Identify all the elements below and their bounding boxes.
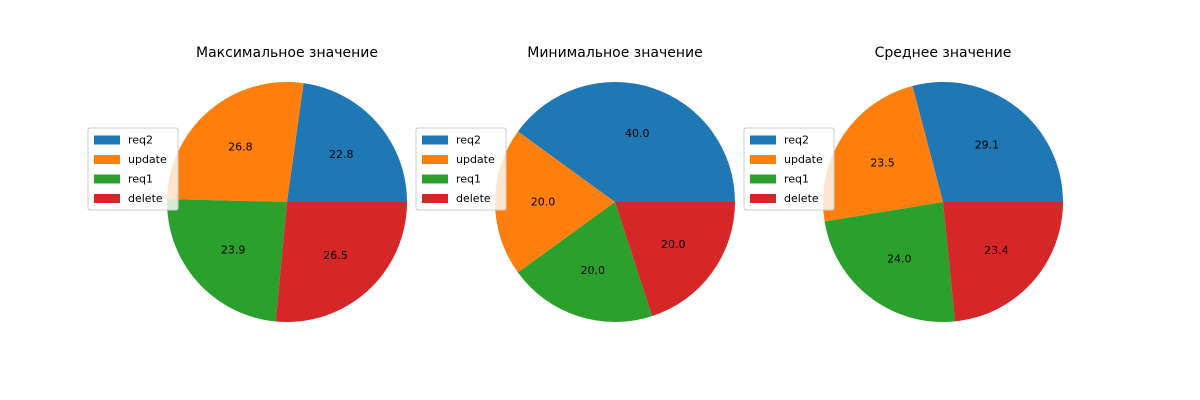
pie-slice-update (823, 85, 943, 222)
legend: req2 update req1 delete (87, 127, 179, 211)
legend-swatch-delete (422, 194, 448, 203)
legend-swatch-delete (750, 194, 776, 203)
legend-swatch-update (94, 155, 120, 164)
legend-swatch-req1 (422, 174, 448, 184)
legend-swatch-req1 (94, 174, 120, 184)
legend-swatch-req1 (750, 174, 776, 184)
pie-slice-req1 (517, 202, 653, 323)
slice-value-label-delete: 23.4 (984, 244, 1009, 257)
slice-value-label-update: 23.5 (870, 156, 895, 169)
legend-swatch-update (750, 155, 776, 164)
slice-value-label-req1: 24.0 (887, 253, 912, 266)
pie-slice-delete (615, 202, 735, 317)
pie-slice-req1 (824, 202, 956, 322)
slice-value-label-req2: 22.8 (329, 148, 354, 161)
legend-box (87, 127, 179, 211)
chart-title: Максимальное значение (196, 45, 378, 61)
pie-chart-average: Среднее значение 29.1 23.5 24.0 23.4 req2 up… (743, 45, 1063, 322)
pie-slices (167, 81, 407, 323)
slice-value-label-req1: 23.9 (221, 243, 246, 256)
legend-box (743, 127, 835, 211)
legend-swatch-req2 (750, 135, 776, 145)
chart-title: Среднее значение (875, 45, 1012, 61)
pie-slice-update (167, 81, 304, 202)
legend-label-update: update (128, 153, 167, 166)
legend: req2 update req1 delete (743, 127, 835, 211)
pie-slice-req2 (517, 82, 735, 202)
legend-swatch-delete (94, 194, 120, 203)
legend-label-update: update (456, 153, 495, 166)
legend-label-update: update (784, 153, 823, 166)
legend-label-req2: req2 (456, 134, 481, 147)
legend-label-req1: req1 (128, 173, 153, 186)
slice-value-label-update: 26.8 (228, 141, 253, 154)
slice-value-label-delete: 20.0 (661, 238, 686, 251)
legend-label-req2: req2 (128, 134, 153, 147)
legend-swatch-req2 (422, 135, 448, 145)
legend-box (415, 127, 507, 211)
pie-chart-maximum: Максимальное значение 22.8 26.8 23.9 26.5 r… (87, 45, 407, 323)
pie-slice-req1 (167, 198, 287, 322)
slice-value-label-req2: 40.0 (625, 127, 650, 140)
pie-value-labels: 22.8 26.8 23.9 26.5 (221, 141, 354, 262)
pie-chart-minimum: Минимальное значение 40.0 20.0 20.0 20.0 re… (415, 45, 735, 323)
legend-label-req2: req2 (784, 134, 809, 147)
pie-slices (823, 82, 1063, 322)
pie-slices (495, 82, 735, 323)
chart-title: Минимальное значение (527, 45, 702, 61)
pie-slice-delete (275, 202, 407, 323)
slice-value-label-req1: 20.0 (581, 264, 606, 277)
pie-slice-update (495, 131, 615, 273)
pie-slice-req2 (912, 82, 1063, 202)
pie-slice-delete (943, 202, 1063, 322)
legend-label-delete: delete (128, 192, 163, 205)
pie-value-labels: 40.0 20.0 20.0 20.0 (531, 127, 686, 277)
slice-value-label-update: 20.0 (531, 196, 556, 209)
slice-value-label-req2: 29.1 (975, 138, 1000, 151)
pie-slice-req2 (287, 83, 407, 202)
legend-swatch-update (422, 155, 448, 164)
legend-label-req1: req1 (784, 173, 809, 186)
legend: req2 update req1 delete (415, 127, 507, 211)
pie-value-labels: 29.1 23.5 24.0 23.4 (870, 138, 1008, 265)
legend-label-req1: req1 (456, 173, 481, 186)
legend-label-delete: delete (784, 192, 819, 205)
slice-value-label-delete: 26.5 (323, 249, 348, 262)
legend-label-delete: delete (456, 192, 491, 205)
legend-swatch-req2 (94, 135, 120, 145)
